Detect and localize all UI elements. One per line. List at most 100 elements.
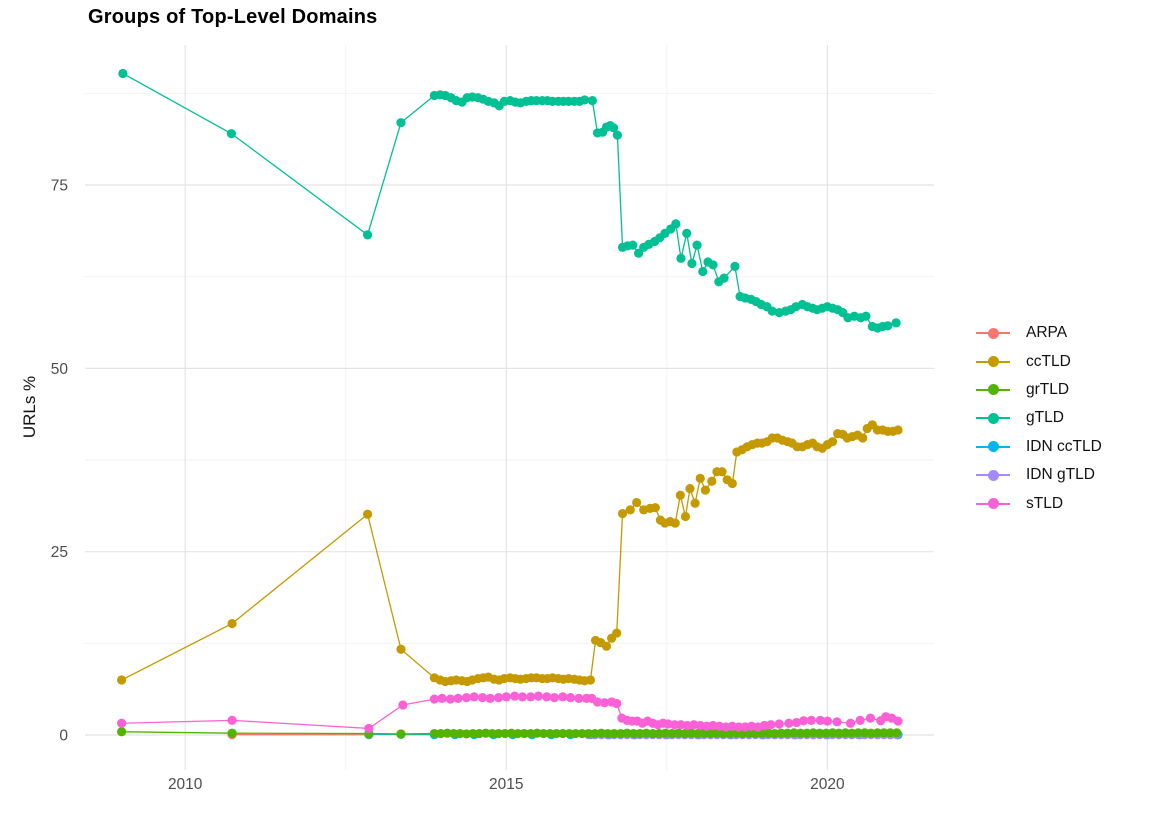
data-point-ccTLD — [227, 618, 237, 629]
data-point-ccTLD — [670, 518, 680, 528]
data-point-grTLD — [815, 728, 825, 738]
legend-key-icon — [976, 498, 1010, 510]
data-point-ccTLD — [617, 508, 628, 519]
data-point-ccTLD — [675, 490, 685, 500]
data-point-grTLD — [603, 728, 613, 739]
legend-dot-icon — [987, 356, 999, 368]
data-point-gTLD — [671, 219, 681, 229]
data-point-sTLD — [592, 697, 603, 707]
y-axis-title: URLs % — [20, 375, 39, 439]
data-point-grTLD — [493, 728, 504, 739]
data-point-ccTLD — [396, 644, 406, 654]
data-point-grTLD — [571, 728, 581, 739]
data-point-sTLD — [453, 693, 463, 703]
data-point-ccTLD — [700, 485, 710, 495]
legend-key-icon — [976, 356, 1010, 368]
data-point-grTLD — [551, 728, 561, 739]
legend: ARPA ccTLD grTLD gTLD IDN ccTLD IDN gTLD sTLD — [976, 319, 1102, 518]
gridlines-minor — [85, 45, 934, 770]
data-point-sTLD — [893, 716, 903, 726]
series-ARPA — [227, 730, 374, 740]
data-point-sTLD — [510, 691, 520, 701]
data-point-grTLD — [577, 728, 587, 739]
data-point-gTLD — [612, 130, 622, 140]
legend-dot-icon — [987, 384, 999, 396]
data-point-gTLD — [226, 129, 237, 139]
data-point-gTLD — [708, 260, 718, 270]
data-point-sTLD — [437, 693, 447, 703]
legend-label: gTLD — [1026, 409, 1064, 427]
data-point-sTLD — [461, 693, 472, 703]
legend-key-icon — [976, 412, 1010, 424]
x-tick-label: 2020 — [810, 776, 845, 793]
data-point-gTLD — [676, 253, 686, 263]
data-point-gTLD — [118, 68, 128, 79]
data-point-sTLD — [734, 722, 744, 732]
data-point-gTLD — [687, 258, 697, 269]
data-point-grTLD — [513, 728, 523, 739]
data-point-gTLD — [608, 123, 619, 133]
legend-item-IDN ccTLD: IDN ccTLD — [976, 433, 1102, 461]
data-point-ccTLD — [690, 498, 700, 508]
data-point-sTLD — [485, 693, 495, 703]
data-point-gTLD — [891, 318, 901, 328]
data-point-ccTLD — [625, 505, 635, 515]
data-point-grTLD — [879, 728, 889, 738]
legend-dot-icon — [987, 327, 999, 339]
data-point-grTLD — [396, 729, 406, 739]
data-point-sTLD — [429, 694, 439, 704]
data-point-grTLD — [892, 728, 902, 738]
data-point-sTLD — [501, 692, 511, 702]
data-point-grTLD — [487, 728, 497, 739]
data-point-sTLD — [845, 718, 856, 728]
chart-title: Groups of Top-Level Domains — [88, 6, 378, 28]
data-point-ccTLD — [362, 509, 373, 519]
gridlines-major — [85, 45, 934, 770]
data-point-ccTLD — [680, 511, 691, 522]
legend-label: IDN ccTLD — [1026, 437, 1102, 455]
data-point-ccTLD — [632, 497, 642, 508]
data-point-sTLD — [398, 700, 408, 710]
data-point-sTLD — [766, 720, 776, 730]
data-point-gTLD — [580, 95, 590, 105]
data-point-sTLD — [469, 692, 479, 702]
legend-key-icon — [976, 441, 1010, 453]
data-point-ccTLD — [612, 628, 622, 638]
data-point-gTLD — [682, 228, 692, 239]
data-point-ccTLD — [717, 467, 727, 477]
data-point-sTLD — [574, 693, 584, 703]
data-point-sTLD — [517, 692, 527, 702]
data-point-sTLD — [774, 719, 784, 729]
data-point-gTLD — [692, 240, 702, 250]
data-point-sTLD — [558, 692, 568, 702]
legend-dot-icon — [987, 412, 999, 424]
data-point-sTLD — [117, 718, 127, 728]
data-point-gTLD — [767, 306, 777, 316]
data-point-sTLD — [832, 717, 842, 727]
data-point-ccTLD — [827, 437, 838, 447]
y-tick-label: 25 — [51, 544, 68, 561]
data-point-sTLD — [791, 717, 802, 728]
legend-item-gTLD: gTLD — [976, 404, 1102, 432]
data-point-gTLD — [698, 266, 708, 277]
data-point-sTLD — [542, 692, 552, 702]
legend-item-ccTLD: ccTLD — [976, 347, 1102, 375]
legend-item-grTLD: grTLD — [976, 376, 1102, 404]
data-point-gTLD — [883, 321, 893, 331]
data-point-ccTLD — [893, 425, 903, 435]
data-point-sTLD — [799, 716, 809, 726]
legend-key-icon — [976, 327, 1010, 339]
data-point-sTLD — [364, 723, 374, 734]
data-point-grTLD — [545, 728, 555, 739]
legend-item-ARPA: ARPA — [976, 319, 1102, 347]
data-point-sTLD — [493, 693, 504, 703]
data-point-sTLD — [865, 713, 876, 723]
series-gTLD — [118, 68, 901, 333]
legend-item-sTLD: sTLD — [976, 489, 1102, 517]
data-point-sTLD — [533, 691, 543, 701]
data-point-grTLD — [853, 728, 863, 738]
data-point-gTLD — [730, 261, 740, 272]
data-point-gTLD — [719, 273, 729, 283]
y-axis-labels: 0 25 50 75 — [51, 177, 69, 744]
